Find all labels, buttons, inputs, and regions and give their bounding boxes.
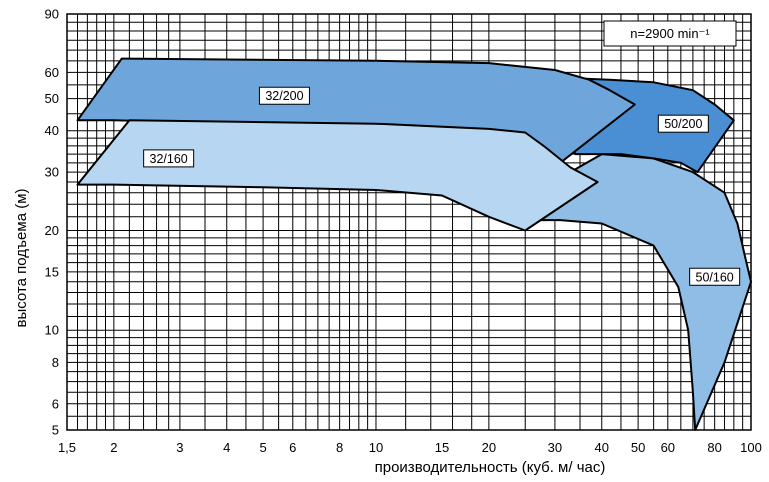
x-tick-label: 6	[289, 440, 296, 455]
y-tick-label: 60	[45, 65, 59, 80]
x-tick-label: 3	[176, 440, 183, 455]
region-label-50-200: 50/200	[664, 117, 702, 131]
region-label-32-160: 32/160	[150, 152, 188, 166]
y-tick-label: 15	[45, 264, 59, 279]
x-tick-label: 60	[661, 440, 675, 455]
y-axis-title: высота подъема (м)	[13, 188, 30, 327]
y-tick-label: 50	[45, 91, 59, 106]
x-tick-label: 100	[740, 440, 762, 455]
region-layer	[76, 57, 752, 431]
region-label-layer: 50/160 50/200 32/200 32/160	[143, 86, 741, 286]
x-tick-label: 1,5	[58, 440, 76, 455]
y-tick-label: 40	[45, 123, 59, 138]
y-tick-label: 10	[45, 323, 59, 338]
region-label-box	[689, 267, 741, 286]
pump-region-32-160	[76, 119, 599, 232]
y-tick-label: 20	[45, 223, 59, 238]
x-tick-label: 50	[631, 440, 645, 455]
plot-frame	[66, 13, 752, 431]
speed-label-box: n=2900 min⁻¹	[603, 20, 737, 47]
x-tick-label: 8	[336, 440, 343, 455]
region-label-50-160: 50/160	[696, 270, 734, 284]
x-tick-label: 80	[707, 440, 721, 455]
region-label-box	[143, 149, 195, 168]
x-tick-label: 5	[259, 440, 266, 455]
speed-label: n=2900 min⁻¹	[630, 26, 710, 41]
region-label-box	[258, 86, 310, 105]
region-label-box	[657, 114, 709, 133]
y-tick-label: 90	[45, 7, 59, 22]
x-tick-label: 10	[369, 440, 383, 455]
y-tick-label: 5	[52, 423, 59, 438]
x-axis-title: производительность (куб. м/ час)	[375, 459, 606, 476]
y-tick-label: 30	[45, 165, 59, 180]
x-tick-label: 20	[482, 440, 496, 455]
x-tick-label: 4	[223, 440, 230, 455]
x-tick-label: 15	[435, 440, 449, 455]
region-label-32-200: 32/200	[265, 89, 303, 103]
x-tick-label: 2	[110, 440, 117, 455]
x-tick-label: 40	[595, 440, 609, 455]
x-tick-label: 30	[548, 440, 562, 455]
tick-layer: 1,5 2 3 4 5 6 8 10 15 20 30 40 50 60 80 100 5 6 8 10 15 20 30 4…	[45, 7, 762, 456]
y-tick-label: 8	[52, 355, 59, 370]
y-tick-label: 6	[52, 396, 59, 411]
